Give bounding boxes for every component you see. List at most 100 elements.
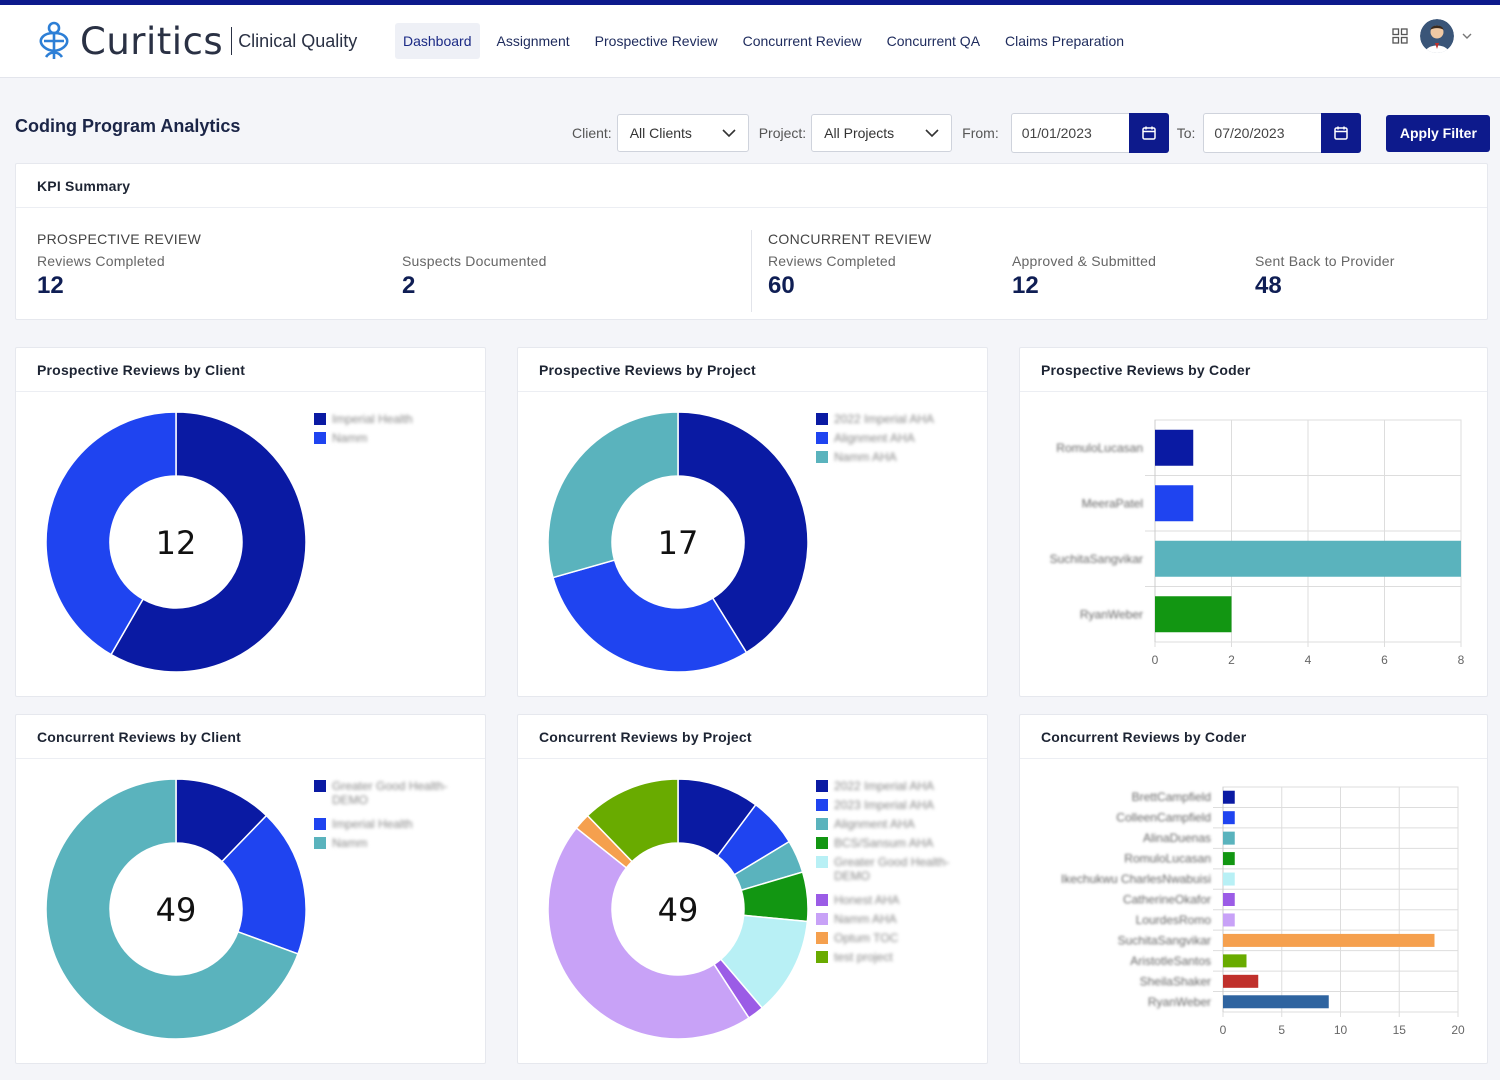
legend-swatch bbox=[816, 894, 828, 906]
nav-concurrent-qa[interactable]: Concurrent QA bbox=[886, 33, 981, 49]
bar[interactable] bbox=[1223, 831, 1235, 845]
chart-title: Concurrent Reviews by Project bbox=[518, 715, 987, 759]
bar[interactable] bbox=[1155, 540, 1461, 577]
chevron-down-icon bbox=[925, 129, 939, 138]
kpi-value: 60 bbox=[768, 272, 795, 299]
donut-slice[interactable] bbox=[45, 778, 299, 1040]
to-date-button[interactable] bbox=[1321, 113, 1362, 153]
kpi-divider bbox=[751, 230, 752, 312]
client-filter-label: Client: bbox=[572, 125, 612, 141]
project-select[interactable]: All Projects bbox=[811, 114, 953, 152]
chart-card-prospective-by-coder: Prospective Reviews by Coder 0 2 4 6 8 Romulo… bbox=[1019, 347, 1488, 697]
legend-item[interactable]: BCS/Sansum AHA bbox=[816, 836, 966, 855]
legend-item[interactable]: 2023 Imperial AHA bbox=[816, 798, 966, 817]
x-tick-label: 15 bbox=[1393, 1023, 1407, 1037]
bar[interactable] bbox=[1223, 954, 1247, 968]
donut-chart: 12 bbox=[45, 411, 307, 673]
concurrent-approved-submitted: Approved & Submitted 12 bbox=[1012, 253, 1156, 300]
bar[interactable] bbox=[1223, 913, 1235, 927]
nav-claims-preparation[interactable]: Claims Preparation bbox=[1005, 33, 1125, 49]
apps-grid-icon[interactable] bbox=[1392, 28, 1408, 44]
legend-swatch bbox=[816, 451, 828, 463]
chart-body: 0 5 10 15 20 BrettCampfield ColleenCampfield Al… bbox=[1020, 759, 1487, 1063]
project-select-value: All Projects bbox=[824, 125, 895, 141]
kpi-label: Approved & Submitted bbox=[1012, 253, 1157, 269]
legend-label: BCS/Sansum AHA bbox=[834, 836, 934, 850]
donut-slice[interactable] bbox=[547, 826, 750, 1040]
curitics-logo-icon bbox=[39, 21, 69, 59]
legend-item[interactable]: Optum TOC bbox=[816, 931, 966, 950]
legend-item[interactable]: Alignment AHA bbox=[816, 817, 966, 836]
y-category-label: AlinaDuenas bbox=[1143, 831, 1211, 845]
bar[interactable] bbox=[1155, 485, 1194, 522]
legend-swatch bbox=[314, 432, 326, 444]
chart-card-prospective-by-project: Prospective Reviews by Project 17 2022 I… bbox=[517, 347, 988, 697]
chart-card-concurrent-by-client: Concurrent Reviews by Client 49 Greater … bbox=[15, 714, 486, 1064]
donut-slice[interactable] bbox=[45, 411, 177, 656]
nav-concurrent-review[interactable]: Concurrent Review bbox=[742, 33, 862, 49]
chart-legend: Greater Good Health-DEMO Imperial Health N… bbox=[314, 779, 464, 855]
client-select[interactable]: All Clients bbox=[616, 114, 749, 152]
bar[interactable] bbox=[1223, 811, 1235, 825]
client-select-value: All Clients bbox=[629, 125, 692, 141]
apply-filter-button[interactable]: Apply Filter bbox=[1386, 114, 1491, 152]
from-date-button[interactable] bbox=[1128, 113, 1169, 153]
donut-slice[interactable] bbox=[547, 411, 679, 579]
legend-label: 2022 Imperial AHA bbox=[834, 779, 935, 793]
bar[interactable] bbox=[1223, 852, 1235, 866]
x-tick-label: 0 bbox=[1152, 653, 1159, 667]
chevron-down-icon[interactable] bbox=[1462, 31, 1472, 41]
bar-chart: 0 2 4 6 8 RomuloLucasan MeeraPatel SuchitaSangv… bbox=[1050, 419, 1465, 667]
legend-item[interactable]: 2022 Imperial AHA bbox=[816, 412, 966, 431]
kpi-value: 2 bbox=[402, 272, 416, 299]
legend-item[interactable]: Honest AHA bbox=[816, 893, 966, 912]
legend-swatch bbox=[816, 932, 828, 944]
bar[interactable] bbox=[1223, 893, 1235, 906]
legend-label: Alignment AHA bbox=[834, 431, 915, 445]
y-category-label: RomuloLucasan bbox=[1124, 852, 1211, 866]
legend-label: Namm AHA bbox=[834, 450, 897, 464]
bar[interactable] bbox=[1223, 872, 1235, 886]
donut-slice[interactable] bbox=[677, 411, 809, 654]
legend-swatch bbox=[816, 818, 828, 830]
legend-label: Alignment AHA bbox=[834, 817, 915, 831]
legend-item[interactable]: Greater Good Health-DEMO bbox=[314, 779, 464, 817]
chart-card-concurrent-by-project: Concurrent Reviews by Project 49 2022 Im… bbox=[517, 714, 988, 1064]
nav-assignment[interactable]: Assignment bbox=[496, 33, 570, 49]
legend-item[interactable]: Namm AHA bbox=[816, 912, 966, 931]
bar[interactable] bbox=[1155, 596, 1232, 633]
donut-slice[interactable] bbox=[552, 559, 748, 673]
bar[interactable] bbox=[1223, 933, 1435, 947]
legend-item[interactable]: Namm bbox=[314, 836, 464, 855]
legend-item[interactable]: Imperial Health bbox=[314, 412, 464, 431]
legend-item[interactable]: Imperial Health bbox=[314, 817, 464, 836]
x-tick-label: 4 bbox=[1305, 653, 1312, 667]
legend-item[interactable]: Alignment AHA bbox=[816, 431, 966, 450]
donut-center-total: 49 bbox=[156, 891, 197, 929]
user-avatar[interactable] bbox=[1420, 19, 1454, 53]
legend-item[interactable]: 2022 Imperial AHA bbox=[816, 779, 966, 798]
legend-swatch bbox=[816, 913, 828, 925]
x-tick-label: 6 bbox=[1381, 653, 1388, 667]
donut-slice[interactable] bbox=[109, 411, 307, 673]
y-category-label: Ikechukwu CharlesNwabuisi bbox=[1061, 872, 1211, 886]
legend-item[interactable]: test project bbox=[816, 950, 966, 969]
kpi-value: 12 bbox=[37, 272, 64, 299]
nav-prospective-review[interactable]: Prospective Review bbox=[594, 33, 718, 49]
bar[interactable] bbox=[1223, 995, 1329, 1009]
legend-label: Honest AHA bbox=[834, 893, 900, 907]
bar[interactable] bbox=[1155, 429, 1194, 466]
brand-separator bbox=[231, 27, 233, 55]
from-date-input[interactable]: 01/01/2023 bbox=[1010, 113, 1129, 153]
legend-item[interactable]: Namm AHA bbox=[816, 450, 966, 469]
to-date-input[interactable]: 07/20/2023 bbox=[1203, 113, 1322, 153]
bar[interactable] bbox=[1223, 974, 1259, 988]
bar[interactable] bbox=[1223, 790, 1235, 804]
legend-item[interactable]: Greater Good Health-DEMO bbox=[816, 855, 966, 893]
legend-swatch bbox=[816, 780, 828, 792]
legend-label: Greater Good Health-DEMO bbox=[332, 779, 448, 807]
donut-slice[interactable] bbox=[586, 778, 679, 863]
brand-logo[interactable]: Curitics Clinical Quality bbox=[32, 19, 357, 63]
nav-dashboard[interactable]: Dashboard bbox=[395, 23, 480, 59]
legend-item[interactable]: Namm bbox=[314, 431, 464, 450]
